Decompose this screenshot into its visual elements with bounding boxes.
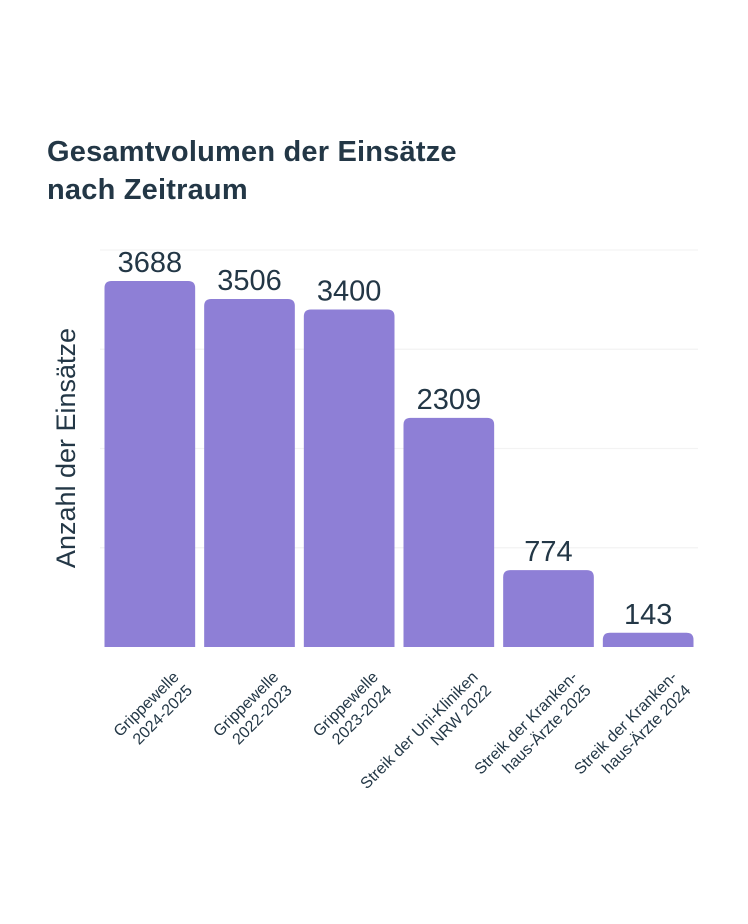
data-label: 143 [624,599,672,631]
data-label: 3688 [118,247,183,279]
bars [104,280,694,647]
data-label: 2309 [417,384,482,416]
x-tick-label: Streik der Kranken-haus-Ärzte 2025 [472,669,595,778]
data-labels: 3688 3506 3400 2309 774 143 [118,247,673,631]
data-label: 3400 [317,276,382,308]
bar [204,299,295,647]
chart-title-line-1: Gesamtvolumen der Einsätze [47,136,457,168]
x-tick-label-line: Streik der Uni-Kliniken [358,669,482,793]
data-label: 3506 [217,265,282,297]
gridlines [100,249,698,549]
bar [303,309,395,647]
bar [602,632,694,647]
bar [403,417,495,647]
chart-title: Gesamtvolumen der Einsätze nach Zeitraum [47,133,607,209]
bar [104,280,196,647]
chart-title-line-2: nach Zeitraum [47,174,248,206]
data-label: 774 [524,536,572,568]
x-tick-label: Streik der Kranken-haus-Ärzte 2024 [571,669,694,778]
y-axis-label: Anzahl der Einsätze [51,328,81,568]
bar [503,570,594,647]
